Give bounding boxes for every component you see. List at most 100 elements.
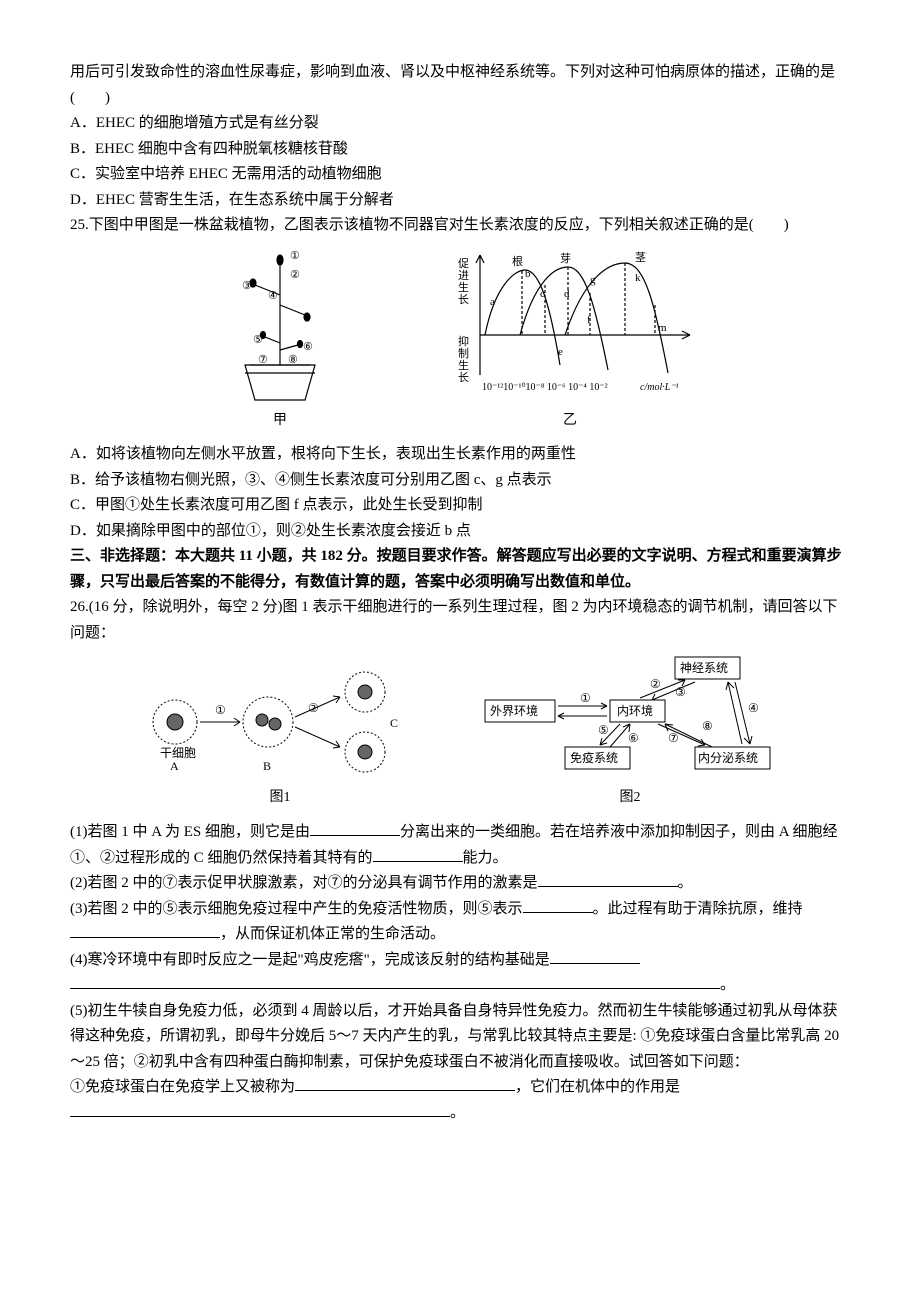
q26-p3c: ，从而保证机体正常的生命活动。	[220, 926, 445, 942]
svg-text:长: 长	[458, 293, 469, 306]
svg-text:C: C	[390, 716, 398, 730]
svg-text:长: 长	[458, 371, 469, 384]
svg-text:a: a	[490, 296, 495, 308]
svg-text:⑥: ⑥	[303, 341, 313, 353]
svg-text:④: ④	[748, 701, 759, 715]
q26-p5-1a: ①免疫球蛋白在免疫学上又被称为	[70, 1079, 295, 1095]
svg-text:⑦: ⑦	[668, 731, 679, 745]
blank	[550, 948, 640, 964]
svg-text:k: k	[635, 272, 641, 284]
svg-text:生: 生	[458, 358, 469, 372]
q26-p5: (5)初生牛犊自身免疫力低，必须到 4 周龄以后，才开始具备自身特异性免疫力。然…	[70, 999, 850, 1076]
q24-intro: 用后可引发致命性的溶血性尿毒症，影响到血液、肾以及中枢神经系统等。下列对这种可怕…	[70, 60, 850, 111]
q26-p3a: (3)若图 2 中的⑤表示细胞免疫过程中产生的免疫活性物质，则⑤表示	[70, 901, 523, 917]
q24-choice-c: C．实验室中培养 EHEC 无需用活的动植物细胞	[70, 162, 850, 188]
q26-fig2: 外界环境 神经系统 内环境 免疫系统 内分泌系统 ① ② ③ ④ ⑤ ⑥ ⑦ ⑧…	[480, 652, 780, 810]
svg-text:A: A	[170, 759, 179, 773]
svg-text:c: c	[540, 288, 545, 300]
svg-text:⑧: ⑧	[702, 719, 713, 733]
stem-cell-diagram: 干细胞 A ① B ② C	[140, 662, 420, 782]
q25-choice-a: A．如将该植物向左侧水平放置，根将向下生长，表现出生长素作用的两重性	[70, 442, 850, 468]
svg-text:⑤: ⑤	[598, 723, 609, 737]
svg-text:免疫系统: 免疫系统	[570, 750, 618, 765]
svg-text:③: ③	[242, 280, 252, 292]
blank-full-line	[70, 973, 720, 989]
fig1-label: 图1	[270, 786, 291, 810]
q26-p4-line: 。	[70, 973, 850, 999]
svg-text:芽: 芽	[560, 251, 571, 265]
homeostasis-diagram: 外界环境 神经系统 内环境 免疫系统 内分泌系统 ① ② ③ ④ ⑤ ⑥ ⑦ ⑧	[480, 652, 780, 782]
q26-p2: (2)若图 2 中的⑦表示促甲状腺激素，对⑦的分泌具有调节作用的激素是。	[70, 871, 850, 897]
q26-p1c: 能力。	[463, 850, 508, 866]
svg-text:②: ②	[308, 701, 319, 715]
q25-fig-jia: ① ② ③ ④ ⑤ ⑥ ⑦ ⑧ 甲	[220, 245, 340, 433]
q25-fig-yi: 促进生长 抑制生长 根 芽 茎 a b c d e f g k m	[440, 245, 700, 433]
q26-p4: (4)寒冷环境中有即时反应之一是起"鸡皮疙瘩"，完成该反射的结构基础是	[70, 948, 850, 974]
section3-title: 三、非选择题：本大题共 11 小题，共 182 分。按题目要求作答。解答题应写出…	[70, 544, 850, 595]
blank	[295, 1075, 515, 1091]
q26-p1: (1)若图 1 中 A 为 ES 细胞，则它是由分离出来的一类细胞。若在培养液中…	[70, 820, 850, 871]
svg-text:②: ②	[650, 677, 661, 691]
q26-p5-1b: ，它们在机体中的作用是	[515, 1079, 680, 1095]
svg-text:干细胞: 干细胞	[160, 746, 196, 760]
q24-choice-a: A．EHEC 的细胞增殖方式是有丝分裂	[70, 111, 850, 137]
svg-text:⑦: ⑦	[258, 354, 268, 366]
q26-stem: 26.(16 分，除说明外，每空 2 分)图 1 表示干细胞进行的一系列生理过程…	[70, 595, 850, 646]
svg-text:m: m	[658, 322, 667, 334]
svg-text:根: 根	[512, 254, 523, 268]
fig2-label: 图2	[620, 786, 641, 810]
svg-text:茎: 茎	[635, 251, 646, 264]
q26-p4end: 。	[720, 977, 735, 993]
svg-text:⑤: ⑤	[253, 334, 263, 346]
svg-text:B: B	[263, 759, 271, 773]
q26-p3b: 。此过程有助于清除抗原，维持	[593, 901, 803, 917]
svg-text:①: ①	[290, 250, 300, 262]
q26-figure-row: 干细胞 A ① B ② C 图1	[70, 652, 850, 810]
q24-choice-d: D．EHEC 营寄生生活，在生态系统中属于分解者	[70, 188, 850, 214]
svg-text:④: ④	[268, 290, 278, 302]
svg-text:g: g	[590, 274, 596, 286]
svg-text:内环境: 内环境	[617, 703, 653, 718]
blank	[70, 922, 220, 938]
svg-text:外界环境: 外界环境	[490, 703, 538, 718]
svg-text:①: ①	[580, 691, 591, 705]
q25-choice-d: D．如果摘除甲图中的部位①，则②处生长素浓度会接近 b 点	[70, 519, 850, 545]
svg-text:f: f	[587, 314, 591, 326]
q24-choice-b: B．EHEC 细胞中含有四种脱氧核糖核苷酸	[70, 137, 850, 163]
svg-text:10⁻¹²10⁻¹⁰10⁻⁸ 10⁻⁶ 10⁻⁴ 10⁻²: 10⁻¹²10⁻¹⁰10⁻⁸ 10⁻⁶ 10⁻⁴ 10⁻²	[482, 382, 608, 393]
svg-text:抑: 抑	[458, 334, 469, 348]
svg-text:促: 促	[458, 256, 469, 270]
q25-choice-b: B．给予该植物右侧光照，③、④侧生长素浓度可分别用乙图 c、g 点表示	[70, 468, 850, 494]
svg-text:b: b	[525, 268, 531, 280]
svg-text:进: 进	[458, 269, 469, 282]
svg-text:③: ③	[675, 685, 686, 699]
svg-text:c/mol·L⁻¹: c/mol·L⁻¹	[640, 382, 679, 393]
svg-text:⑥: ⑥	[628, 731, 639, 745]
svg-text:e: e	[558, 346, 563, 358]
q25-figure-row: ① ② ③ ④ ⑤ ⑥ ⑦ ⑧ 甲	[70, 245, 850, 433]
svg-text:d: d	[564, 288, 570, 300]
svg-text:②: ②	[290, 269, 300, 281]
blank-full-line	[70, 1101, 450, 1117]
blank	[310, 820, 400, 836]
q26-fig1: 干细胞 A ① B ② C 图1	[140, 662, 420, 810]
blank	[373, 846, 463, 862]
svg-text:生: 生	[458, 280, 469, 294]
svg-text:⑧: ⑧	[288, 354, 298, 366]
blank	[538, 871, 678, 887]
svg-text:制: 制	[458, 347, 469, 360]
q26-p3: (3)若图 2 中的⑤表示细胞免疫过程中产生的免疫活性物质，则⑤表示 。此过程有助…	[70, 897, 850, 948]
blank	[523, 897, 593, 913]
q26-p5-1end: 。	[450, 1105, 465, 1121]
svg-text:内分泌系统: 内分泌系统	[698, 751, 758, 765]
q26-p1a: (1)若图 1 中 A 为 ES 细胞，则它是由	[70, 824, 310, 840]
svg-text:神经系统: 神经系统	[680, 661, 728, 675]
auxin-chart: 促进生长 抑制生长 根 芽 茎 a b c d e f g k m	[440, 245, 700, 405]
q26-p5-1-line: 。	[70, 1101, 850, 1127]
q26-p4a: (4)寒冷环境中有即时反应之一是起"鸡皮疙瘩"，完成该反射的结构基础是	[70, 952, 550, 968]
plant-diagram: ① ② ③ ④ ⑤ ⑥ ⑦ ⑧	[220, 245, 340, 405]
page: 用后可引发致命性的溶血性尿毒症，影响到血液、肾以及中枢神经系统等。下列对这种可怕…	[0, 0, 920, 1206]
q25-stem: 25.下图中甲图是一株盆栽植物，乙图表示该植物不同器官对生长素浓度的反应，下列相…	[70, 213, 850, 239]
fig-yi-label: 乙	[563, 409, 577, 433]
fig-jia-label: 甲	[273, 409, 287, 433]
